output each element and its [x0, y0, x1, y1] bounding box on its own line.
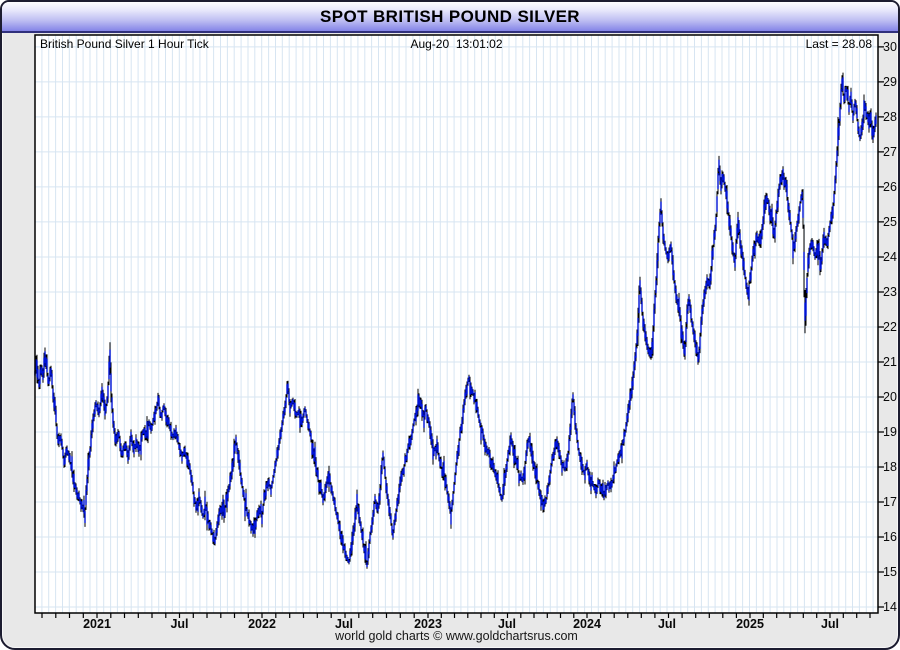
y-axis-label: 27: [883, 144, 897, 159]
y-axis-label: 28: [883, 109, 897, 124]
y-axis-label: 29: [883, 74, 897, 89]
x-axis-label: 2023: [414, 617, 442, 631]
y-axis-label: 26: [883, 179, 897, 194]
chart-timestamp: Aug-20 13:01:02: [410, 37, 503, 51]
last-price-label: Last = 28.08: [805, 37, 872, 51]
y-axis-label: 16: [883, 530, 897, 545]
chart-footer-credit: world gold charts © www.goldchartsrus.co…: [335, 629, 578, 643]
x-axis-label: Jul: [497, 617, 517, 631]
x-axis-label: Jul: [170, 617, 189, 631]
y-axis-label: 20: [883, 389, 897, 404]
x-axis-label: 2022: [248, 617, 276, 631]
y-axis-label: 30: [883, 39, 897, 54]
x-axis-label: 2021: [83, 617, 111, 631]
plot-border: [34, 34, 879, 614]
window-title: SPOT BRITISH POUND SILVER: [320, 6, 580, 26]
grid-lines: [35, 35, 878, 613]
title-bar: SPOT BRITISH POUND SILVER: [2, 2, 898, 33]
y-axis-label: 14: [883, 600, 897, 615]
y-axis-label: 19: [883, 425, 897, 439]
y-axis-label: 21: [883, 354, 897, 369]
y-axis-label: 24: [883, 249, 897, 264]
x-axis-label: 2024: [573, 617, 601, 631]
x-axis-label: Jul: [820, 617, 840, 631]
y-axis-label: 17: [883, 495, 897, 510]
y-axis-label: 25: [883, 214, 897, 229]
axis-ticks: [41, 46, 884, 618]
x-axis-label: Jul: [657, 617, 677, 631]
x-axis-label: Jul: [334, 617, 354, 631]
y-axis-label: 23: [883, 284, 897, 299]
series-label: British Pound Silver 1 Hour Tick: [40, 37, 209, 51]
y-axis-label: 15: [883, 565, 897, 580]
y-axis-label: 22: [883, 319, 897, 334]
plot-background: [35, 35, 878, 613]
y-axis-label: 18: [883, 460, 897, 474]
x-axis-label: 2025: [736, 617, 764, 631]
